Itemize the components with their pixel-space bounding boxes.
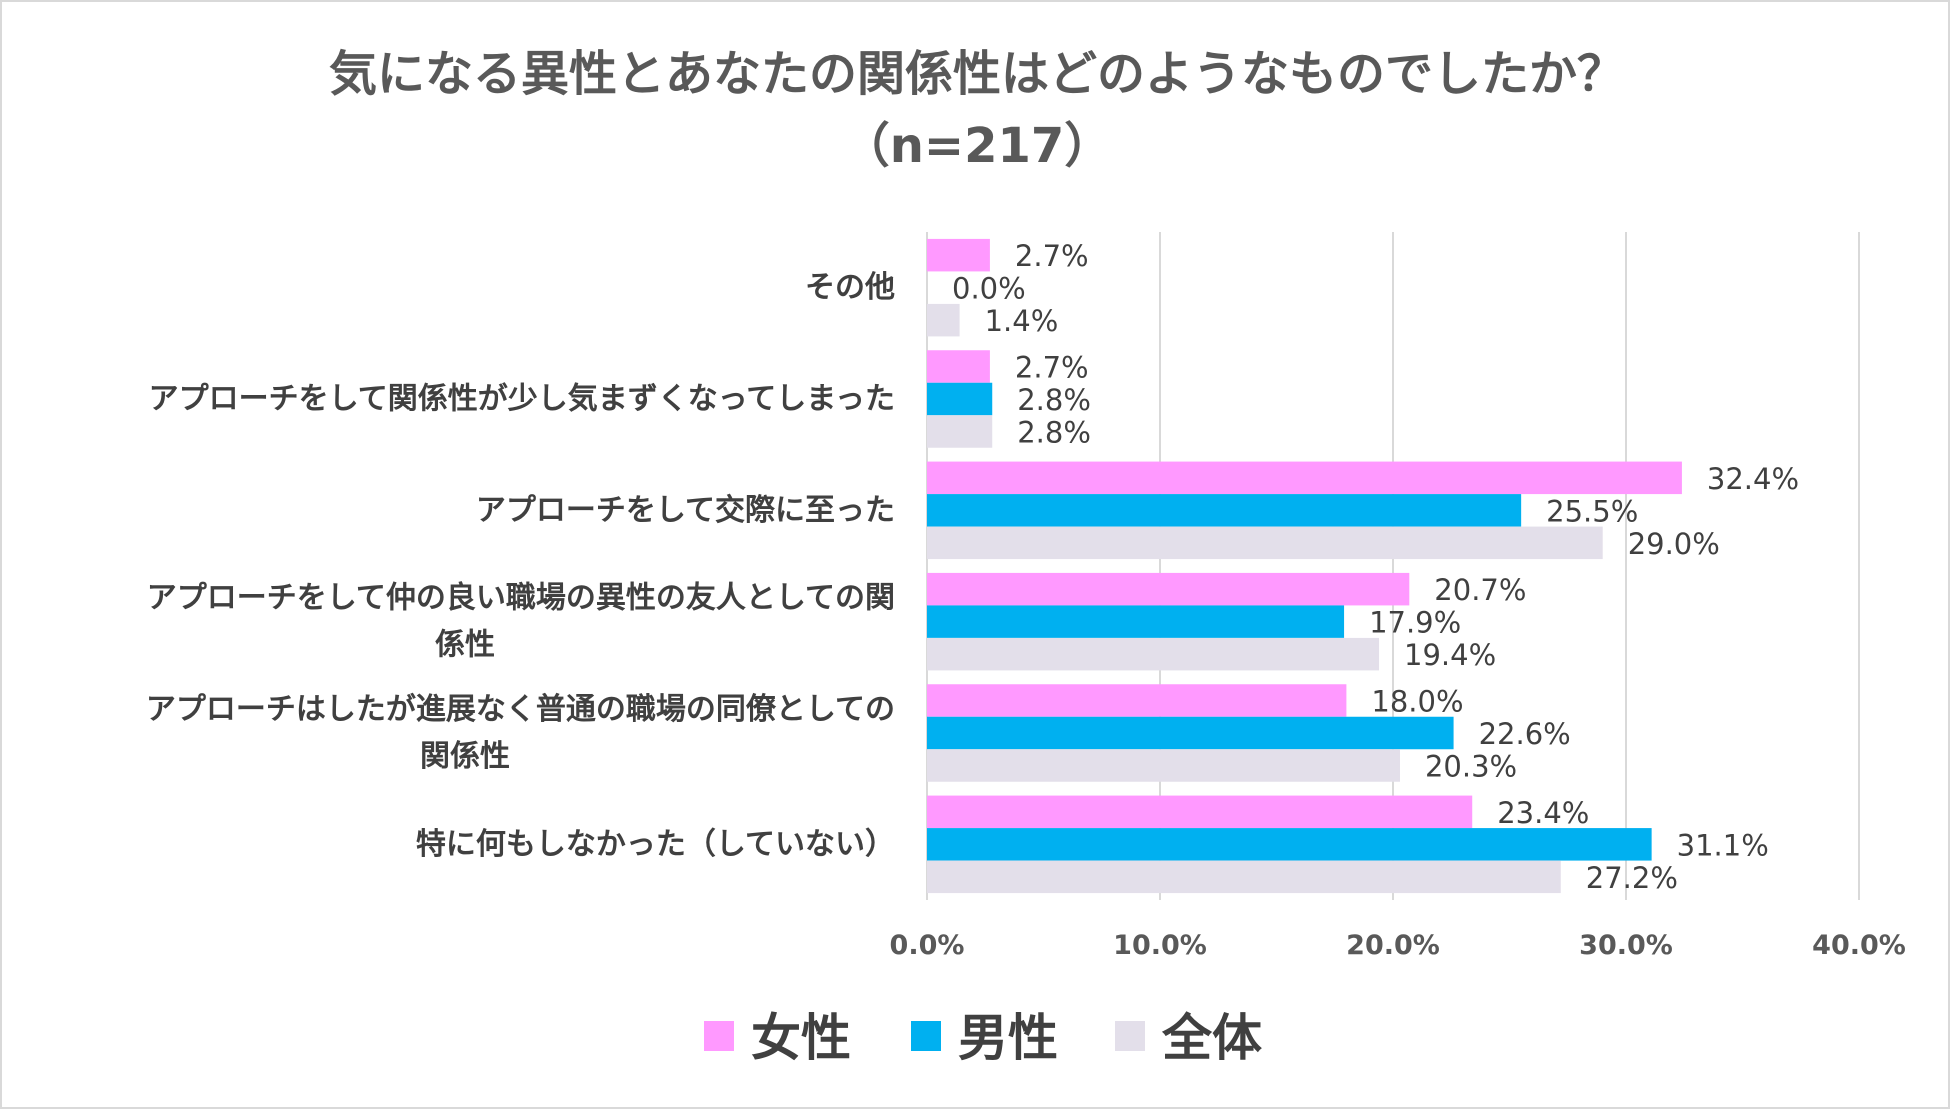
data-label-5-0: 23.4% bbox=[1497, 796, 1589, 830]
bar-2-1 bbox=[927, 494, 1522, 527]
bar-4-0 bbox=[927, 684, 1347, 717]
chart-title: 気になる異性とあなたの関係性はどのようなものでしたか？ bbox=[328, 46, 1625, 102]
category-label-3-line-0: アプローチをして仲の良い職場の異性の友人としての関 bbox=[147, 581, 895, 616]
data-label-2-0: 32.4% bbox=[1707, 462, 1799, 496]
bar-0-0 bbox=[927, 238, 990, 272]
data-label-5-1: 31.1% bbox=[1677, 828, 1769, 862]
data-label-4-0: 18.0% bbox=[1371, 685, 1463, 719]
x-tick-label-1: 10.0% bbox=[1113, 930, 1207, 961]
category-label-3-line-1: 係性 bbox=[435, 628, 495, 663]
data-label-1-0: 2.7% bbox=[1015, 351, 1089, 385]
bar-2-2 bbox=[927, 526, 1603, 560]
x-tick-label-4: 40.0% bbox=[1812, 930, 1906, 961]
data-label-2-1: 25.5% bbox=[1546, 494, 1638, 528]
bar-4-2 bbox=[927, 749, 1400, 782]
data-label-0-1: 0.0% bbox=[952, 272, 1026, 306]
bar-5-1 bbox=[927, 828, 1652, 861]
category-label-1: アプローチをして関係性が少し気まずくなってしまった bbox=[149, 382, 895, 417]
bar-3-1 bbox=[927, 605, 1345, 638]
x-tick-label-2: 20.0% bbox=[1346, 930, 1440, 961]
bar-5-0 bbox=[927, 795, 1473, 829]
data-label-4-2: 20.3% bbox=[1425, 750, 1517, 784]
bar-2-0 bbox=[927, 461, 1682, 495]
category-label-2: アプローチをして交際に至った bbox=[476, 493, 895, 528]
bar-1-0 bbox=[927, 350, 990, 383]
data-label-1-2: 2.8% bbox=[1017, 416, 1091, 450]
data-label-3-1: 17.9% bbox=[1369, 606, 1461, 640]
category-label-5: 特に何もしなかった（していない） bbox=[416, 827, 895, 862]
bar-5-2 bbox=[927, 860, 1561, 894]
bar-0-2 bbox=[927, 303, 960, 337]
legend-swatch-2 bbox=[1115, 1021, 1145, 1051]
category-label-4-line-0: アプローチはしたが進展なく普通の職場の同僚としての bbox=[146, 692, 895, 727]
bar-3-0 bbox=[927, 572, 1410, 606]
data-label-1-1: 2.8% bbox=[1017, 383, 1091, 417]
legend-label-2: 全体 bbox=[1161, 1009, 1262, 1067]
legend-swatch-0 bbox=[704, 1021, 734, 1051]
data-label-3-2: 19.4% bbox=[1404, 638, 1496, 672]
bar-1-1 bbox=[927, 382, 993, 416]
category-label-0: その他 bbox=[805, 270, 895, 305]
bar-1-2 bbox=[927, 415, 993, 448]
legend-label-0: 女性 bbox=[751, 1009, 851, 1067]
data-label-3-0: 20.7% bbox=[1434, 573, 1526, 607]
data-label-0-0: 2.7% bbox=[1015, 239, 1089, 273]
x-tick-label-0: 0.0% bbox=[890, 930, 965, 961]
bar-3-2 bbox=[927, 637, 1380, 671]
data-label-5-2: 27.2% bbox=[1586, 861, 1678, 895]
data-label-4-1: 22.6% bbox=[1479, 717, 1571, 751]
legend-swatch-1 bbox=[911, 1021, 941, 1051]
chart-subtitle: （n=217） bbox=[841, 118, 1113, 174]
legend-label-1: 男性 bbox=[958, 1009, 1058, 1067]
data-label-0-2: 1.4% bbox=[985, 304, 1059, 338]
bar-4-1 bbox=[927, 716, 1454, 750]
category-label-4-line-1: 関係性 bbox=[420, 739, 510, 774]
x-tick-label-3: 30.0% bbox=[1579, 930, 1673, 961]
data-label-2-2: 29.0% bbox=[1628, 527, 1720, 561]
